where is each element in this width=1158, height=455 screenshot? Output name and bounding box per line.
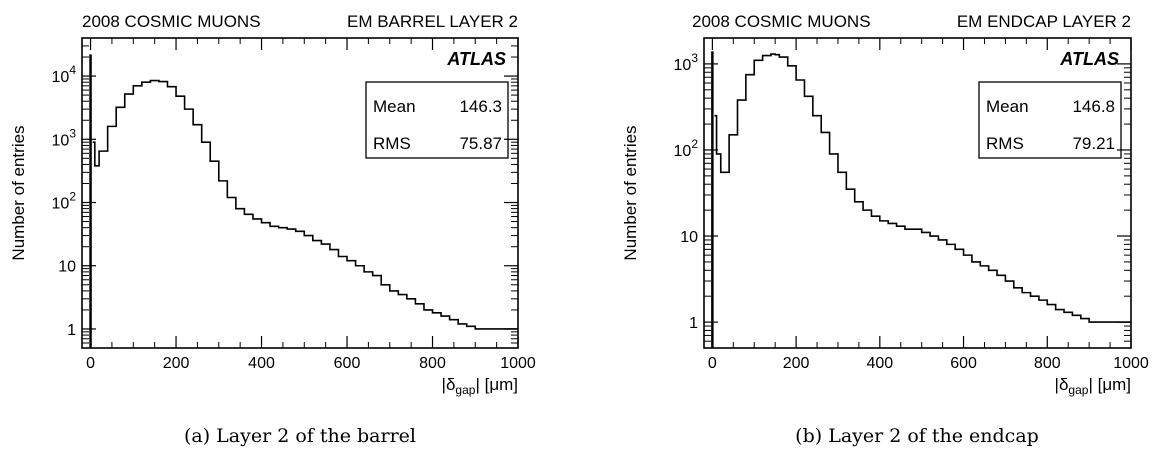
x-tick-label: 0 bbox=[708, 355, 717, 372]
x-tick-label: 200 bbox=[783, 355, 810, 372]
plot-frame bbox=[703, 37, 1132, 349]
y-tick-label: 102 bbox=[52, 190, 77, 213]
stats-mean-value: 146.8 bbox=[1072, 97, 1115, 116]
x-tick-label: 0 bbox=[86, 355, 95, 372]
axes: 0 200 400 600 800 1000 1 10 102 103 bbox=[674, 37, 1149, 372]
header-right: EM BARREL LAYER 2 bbox=[347, 12, 518, 31]
x-tick-label: 1000 bbox=[1113, 355, 1149, 372]
x-tick-label: 200 bbox=[163, 355, 190, 372]
y-tick-label: 102 bbox=[674, 137, 699, 160]
y-tick-label: 104 bbox=[52, 63, 77, 86]
caption: (a) Layer 2 of the barrel bbox=[184, 425, 416, 447]
x-axis-label: |δgap| [μm] bbox=[1055, 375, 1131, 397]
x-tick-label: 800 bbox=[1034, 355, 1061, 372]
x-tick-label: 400 bbox=[866, 355, 893, 372]
panel-barrel: 2008 COSMIC MUONS EM BARREL LAYER 2 ATLA… bbox=[9, 12, 536, 447]
stats-rms-value: 79.21 bbox=[1072, 134, 1115, 153]
histogram-line bbox=[714, 53, 1131, 323]
x-tick-label: 400 bbox=[248, 355, 275, 372]
y-tick-label: 10 bbox=[58, 259, 76, 276]
x-axis-label: |δgap| [μm] bbox=[442, 375, 518, 397]
stats-mean-value: 146.3 bbox=[459, 97, 502, 116]
stats-rms-label: RMS bbox=[986, 134, 1024, 153]
y-tick-label: 1 bbox=[67, 322, 76, 339]
y-tick-label: 103 bbox=[674, 51, 699, 74]
stats-box: Mean 146.8 RMS 79.21 bbox=[978, 81, 1122, 159]
atlas-label: ATLAS bbox=[446, 49, 506, 69]
header-left: 2008 COSMIC MUONS bbox=[692, 12, 871, 31]
y-axis-label: Number of entries bbox=[621, 125, 640, 260]
panel-endcap: 2008 COSMIC MUONS EM ENDCAP LAYER 2 ATLA… bbox=[621, 12, 1149, 447]
stats-mean-label: Mean bbox=[986, 97, 1029, 116]
x-tick-label: 600 bbox=[334, 355, 361, 372]
y-axis-label: Number of entries bbox=[9, 125, 28, 260]
y-tick-label: 10 bbox=[680, 229, 698, 246]
y-tick-label: 103 bbox=[52, 126, 77, 149]
stats-rms-label: RMS bbox=[373, 134, 411, 153]
stats-box: Mean 146.3 RMS 75.87 bbox=[365, 81, 509, 159]
caption: (b) Layer 2 of the endcap bbox=[795, 425, 1039, 447]
x-tick-label: 600 bbox=[950, 355, 977, 372]
x-tick-label: 1000 bbox=[500, 355, 536, 372]
header-right: EM ENDCAP LAYER 2 bbox=[957, 12, 1131, 31]
stats-rms-value: 75.87 bbox=[459, 134, 502, 153]
header-left: 2008 COSMIC MUONS bbox=[82, 12, 261, 31]
histogram bbox=[711, 51, 1131, 348]
x-tick-label: 800 bbox=[419, 355, 446, 372]
plot-frame bbox=[81, 37, 519, 349]
histogram bbox=[89, 54, 518, 348]
histogram-line bbox=[92, 79, 518, 330]
y-tick-label: 1 bbox=[689, 315, 698, 332]
stats-mean-label: Mean bbox=[373, 97, 416, 116]
axes: 0 200 400 600 800 1000 1 10 102 103 104 bbox=[52, 37, 536, 372]
atlas-label: ATLAS bbox=[1059, 49, 1119, 69]
